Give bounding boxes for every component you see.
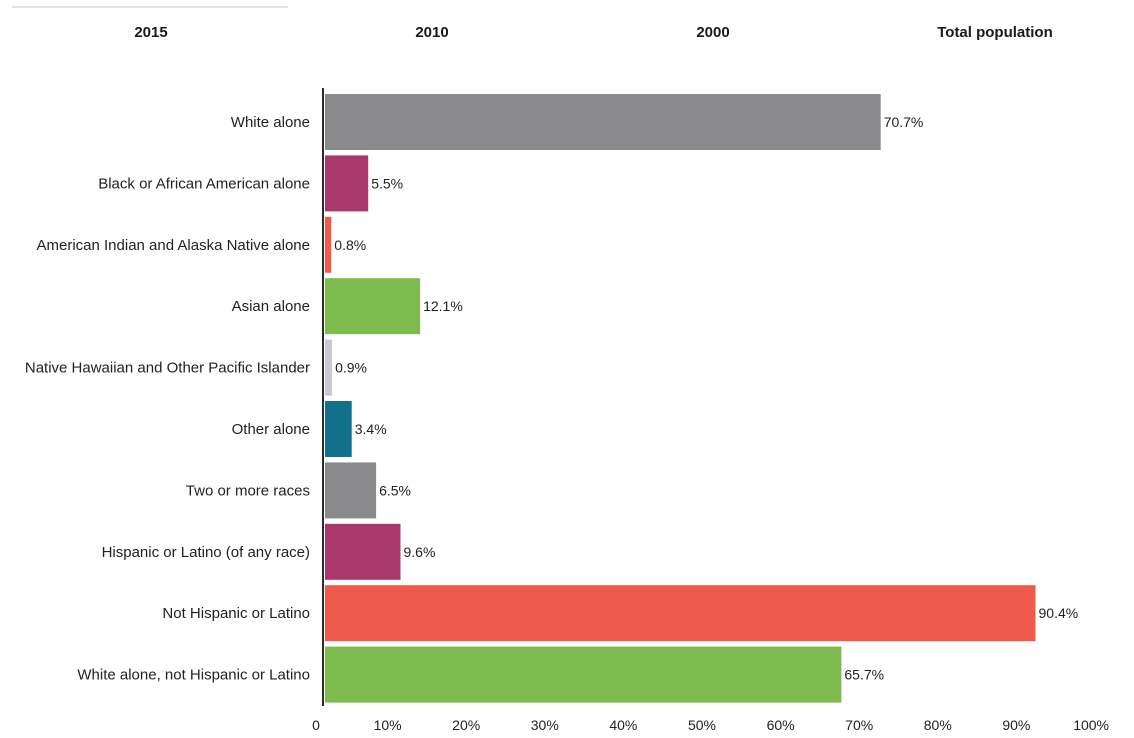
bar <box>325 339 333 396</box>
data-label: 0.8% <box>334 237 366 253</box>
category-label: American Indian and Alaska Native alone <box>36 237 310 254</box>
x-tick-label: 60% <box>767 717 795 733</box>
data-label: 5.5% <box>371 175 403 191</box>
category-label: Two or more races <box>186 482 310 499</box>
x-tick-label: 20% <box>452 717 480 733</box>
bar <box>325 646 842 703</box>
bar <box>325 278 421 335</box>
data-label: 12.1% <box>423 298 463 314</box>
tab-2000[interactable]: 2000 <box>696 24 730 41</box>
bar <box>325 216 332 273</box>
data-label: 65.7% <box>844 667 884 683</box>
tab-2015[interactable]: 2015 <box>134 24 168 41</box>
category-label: White alone, not Hispanic or Latino <box>77 667 310 684</box>
bar <box>325 401 352 457</box>
tab-total-population[interactable]: Total population <box>937 24 1053 41</box>
category-label: Native Hawaiian and Other Pacific Island… <box>25 360 310 377</box>
x-tick-label: 10% <box>374 717 402 733</box>
x-tick-label: 40% <box>609 717 637 733</box>
data-label: 9.6% <box>404 544 436 560</box>
data-label: 0.9% <box>335 360 367 376</box>
year-tabs: 2015 2010 2000 Total population <box>0 0 1134 60</box>
data-label: 90.4% <box>1039 605 1079 621</box>
category-label: Asian alone <box>232 298 310 315</box>
x-tick-label: 100% <box>1073 717 1109 733</box>
tab-2010[interactable]: 2010 <box>415 24 449 41</box>
x-tick-label: 0 <box>312 717 320 733</box>
x-tick-label: 90% <box>1002 717 1030 733</box>
data-label: 3.4% <box>355 421 387 437</box>
bar <box>325 94 881 150</box>
bar <box>325 523 401 580</box>
category-label: Black or African American alone <box>98 175 310 192</box>
category-label: Other alone <box>232 421 310 438</box>
x-tick-label: 70% <box>845 717 873 733</box>
category-label: White alone <box>231 114 310 131</box>
x-tick-label: 30% <box>531 717 559 733</box>
category-label: Not Hispanic or Latino <box>162 605 310 622</box>
data-label: 70.7% <box>884 114 924 130</box>
x-tick-label: 50% <box>688 717 716 733</box>
bar <box>325 585 1036 642</box>
top-divider <box>12 6 288 8</box>
data-label: 6.5% <box>379 482 411 498</box>
x-tick-label: 80% <box>924 717 952 733</box>
category-label: Hispanic or Latino (of any race) <box>102 544 310 561</box>
bar <box>325 462 377 519</box>
bar <box>325 155 369 212</box>
